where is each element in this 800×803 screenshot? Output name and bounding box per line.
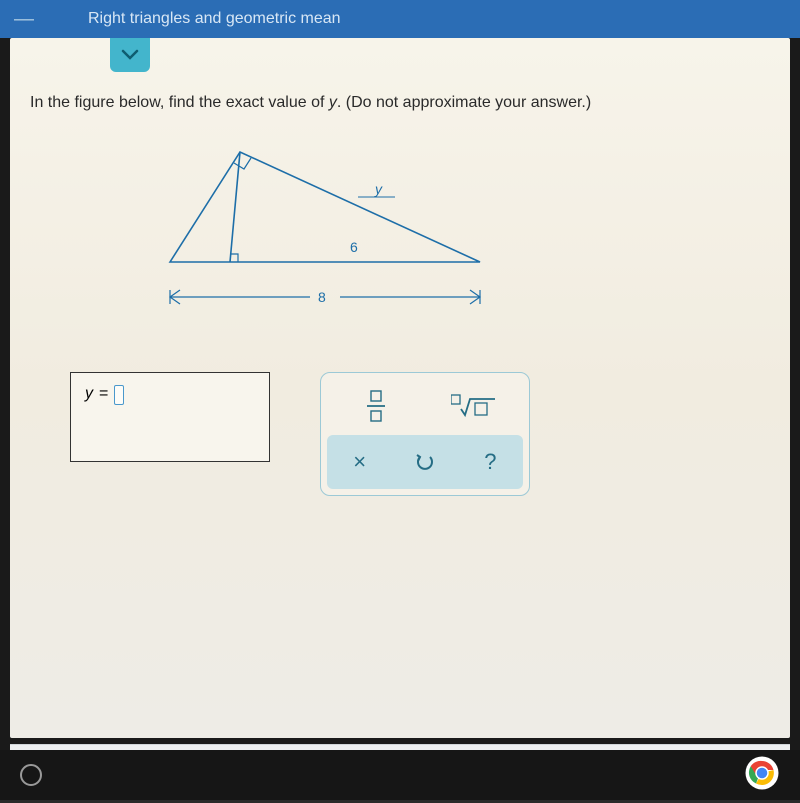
label-8: 8 [318, 289, 326, 305]
fraction-button[interactable] [327, 379, 425, 433]
q-suffix: . (Do not approximate your answer.) [337, 94, 591, 111]
q-prefix: In the figure below, find the exact valu… [30, 94, 329, 111]
menu-icon[interactable]: — [14, 14, 38, 24]
os-taskbar [0, 750, 800, 800]
answer-input[interactable] [114, 385, 124, 405]
label-y: y [374, 181, 383, 197]
radical-icon [451, 393, 497, 419]
chrome-icon[interactable] [744, 755, 780, 796]
dropdown-tab[interactable] [110, 38, 150, 72]
label-6: 6 [350, 239, 358, 255]
answer-eq: = [99, 385, 108, 403]
answer-var: y [85, 385, 93, 403]
os-circle-button[interactable] [20, 764, 42, 786]
keypad: × ? [320, 372, 530, 496]
answer-box[interactable]: y = [70, 372, 270, 462]
chevron-down-icon [121, 49, 139, 61]
right-angle-apex [234, 158, 251, 169]
answer-row: y = [70, 372, 790, 496]
triangle-figure: y 6 8 [150, 142, 550, 342]
undo-icon [415, 452, 435, 472]
keypad-row-1 [327, 379, 523, 433]
altitude-line [230, 152, 240, 262]
screen: — Right triangles and geometric mean In … [0, 0, 800, 800]
content-card: In the figure below, find the exact valu… [10, 38, 790, 738]
fraction-icon [365, 389, 387, 423]
clear-button[interactable]: × [327, 435, 392, 489]
help-button[interactable]: ? [458, 435, 523, 489]
radical-button[interactable] [425, 379, 523, 433]
lesson-header: — Right triangles and geometric mean [0, 0, 800, 38]
keypad-row-2: × ? [327, 435, 523, 489]
triangle-outline [170, 152, 480, 262]
undo-button[interactable] [392, 435, 457, 489]
q-var: y [329, 94, 337, 111]
lesson-title: Right triangles and geometric mean [88, 10, 341, 28]
